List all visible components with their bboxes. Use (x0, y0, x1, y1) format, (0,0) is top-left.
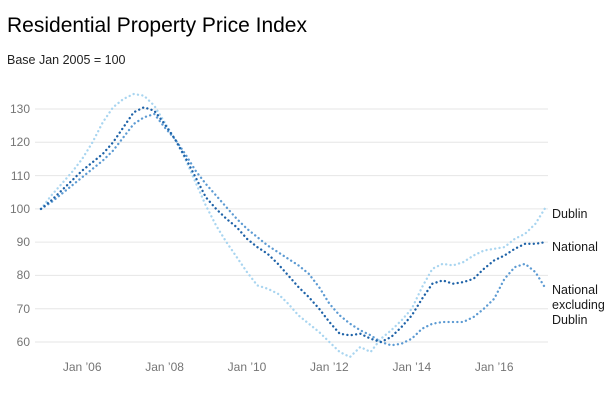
series-line-national[interactable] (39, 106, 547, 344)
y-tick-label: 110 (10, 168, 30, 183)
y-tick-label: 100 (9, 201, 30, 216)
y-tick-label: 80 (16, 268, 30, 283)
x-tick-label: Jan ’12 (310, 360, 349, 374)
chart-title: Residential Property Price Index (7, 14, 307, 37)
series-label-national: National (552, 240, 598, 255)
series-line-national-excluding-dublin[interactable] (39, 112, 547, 347)
x-tick-label: Jan ’10 (227, 360, 267, 374)
x-tick-label: Jan ’06 (62, 360, 102, 374)
y-tick-label: 130 (9, 101, 30, 116)
series-group (39, 92, 547, 359)
x-tick-label: Jan ’16 (474, 360, 514, 374)
x-tick-label: Jan ’14 (392, 360, 432, 374)
series-label-national-excluding-dublin: National excluding Dublin (552, 283, 605, 328)
chart-subtitle: Base Jan 2005 = 100 (7, 53, 126, 67)
y-tick-label: 90 (16, 235, 30, 250)
x-tick-label: Jan ’08 (145, 360, 184, 374)
gridlines (35, 108, 548, 343)
y-tick-label: 120 (9, 135, 30, 150)
series-line-dublin[interactable] (39, 92, 547, 359)
series-label-dublin: Dublin (552, 206, 588, 221)
y-tick-label: 60 (16, 335, 30, 349)
y-tick-label: 70 (16, 301, 30, 316)
